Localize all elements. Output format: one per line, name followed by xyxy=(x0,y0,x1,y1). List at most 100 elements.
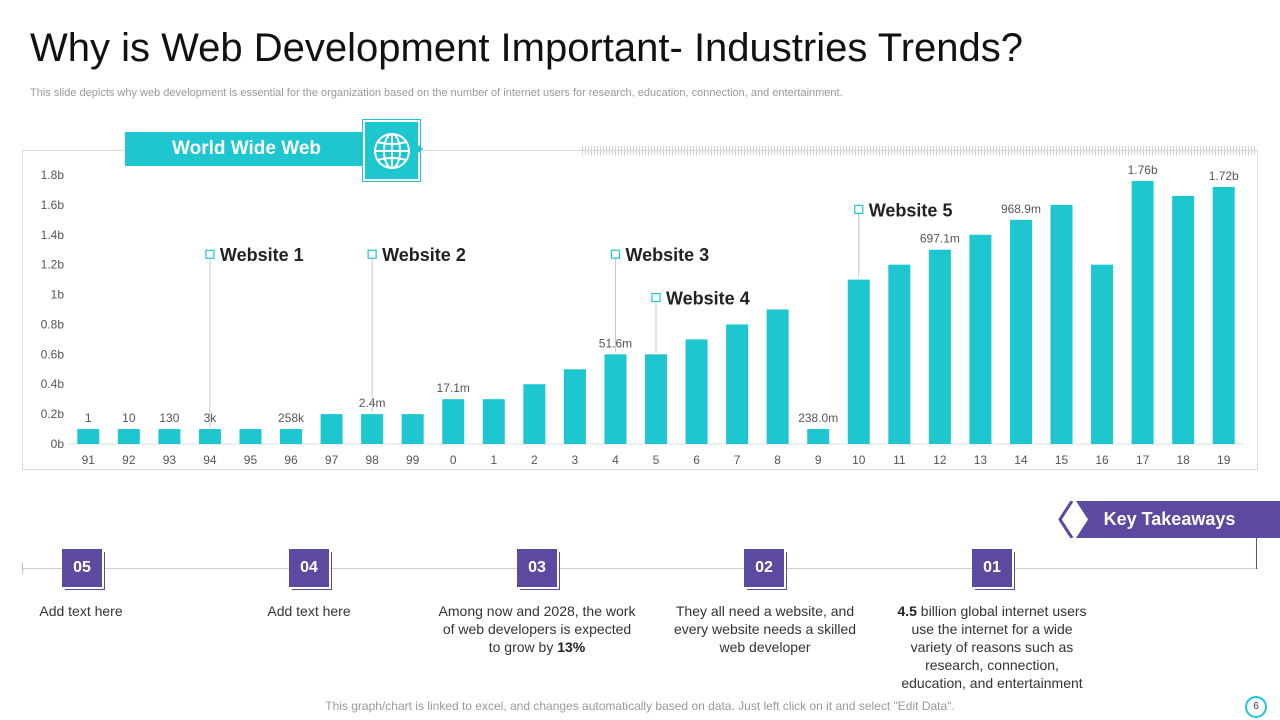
x-tick-label: 96 xyxy=(284,453,298,467)
footer-note: This graph/chart is linked to excel, and… xyxy=(325,699,955,713)
bar xyxy=(969,234,992,444)
bar xyxy=(766,309,789,444)
x-tick-label: 19 xyxy=(1217,453,1231,467)
x-tick-label: 11 xyxy=(893,453,906,467)
bar xyxy=(482,399,505,444)
page-subtitle: This slide depicts why web development i… xyxy=(30,87,843,99)
annotation-marker xyxy=(367,249,377,259)
x-tick-label: 10 xyxy=(852,453,866,467)
globe-icon-box xyxy=(363,120,420,181)
annotation-label: Website 3 xyxy=(625,245,709,265)
y-tick-label: 0b xyxy=(51,437,65,451)
data-label: 697.1m xyxy=(920,232,960,246)
globe-notch xyxy=(417,144,423,154)
bar xyxy=(726,324,749,444)
bar xyxy=(847,279,870,444)
x-tick-label: 6 xyxy=(693,453,700,467)
bar xyxy=(198,429,221,444)
bar xyxy=(158,429,181,444)
x-tick-label: 17 xyxy=(1136,453,1150,467)
x-tick-label: 8 xyxy=(774,453,781,467)
y-tick-label: 0.4b xyxy=(41,377,65,391)
data-label: 238.0m xyxy=(798,411,838,425)
x-tick-label: 99 xyxy=(406,453,420,467)
step-03-badge: 03 xyxy=(517,549,557,587)
x-tick-label: 92 xyxy=(122,453,136,467)
step-05-badge: 05 xyxy=(62,549,102,587)
data-label: 1.76b xyxy=(1128,163,1158,177)
decorative-hatch xyxy=(582,146,1256,155)
page-number: 6 xyxy=(1245,696,1267,718)
x-tick-label: 14 xyxy=(1014,453,1028,467)
bar xyxy=(1131,180,1154,444)
x-tick-label: 15 xyxy=(1055,453,1069,467)
x-tick-label: 0 xyxy=(450,453,457,467)
annotation-label: Website 1 xyxy=(220,245,304,265)
world-wide-web-banner: World Wide Web xyxy=(125,132,363,166)
globe-icon xyxy=(373,132,410,169)
x-tick-label: 13 xyxy=(974,453,988,467)
data-label: 130 xyxy=(159,411,179,425)
step-05-text: Add text here xyxy=(39,603,123,619)
timeline-line xyxy=(22,568,1258,569)
x-tick-label: 18 xyxy=(1176,453,1190,467)
annotation-marker xyxy=(610,249,621,259)
y-tick-label: 1.2b xyxy=(41,258,65,272)
bar xyxy=(361,414,384,444)
bar xyxy=(1212,186,1235,444)
step-04-badge: 04 xyxy=(289,549,329,587)
key-takeaways-label: Key Takeaways xyxy=(1103,509,1236,529)
bar xyxy=(320,414,343,444)
step-02-badge: 02 xyxy=(744,549,784,587)
x-tick-label: 95 xyxy=(244,453,258,467)
x-tick-label: 12 xyxy=(933,453,947,467)
bar xyxy=(442,399,465,444)
annotation-marker xyxy=(854,204,864,214)
x-tick-label: 93 xyxy=(163,453,177,467)
annotation-label: Website 2 xyxy=(382,245,466,265)
bar xyxy=(1009,219,1032,444)
bar xyxy=(1091,264,1114,444)
y-tick-label: 1b xyxy=(51,288,65,302)
bar xyxy=(401,414,424,444)
bar xyxy=(1172,195,1195,444)
step-01-text: 4.5 billion global internet users use th… xyxy=(897,603,1087,691)
y-tick-label: 1.8b xyxy=(41,168,65,182)
data-label: 968.9m xyxy=(1001,202,1041,216)
y-tick-label: 0.2b xyxy=(41,407,65,421)
bar xyxy=(928,249,951,444)
bar xyxy=(807,429,830,444)
data-label: 1.72b xyxy=(1209,169,1239,183)
x-tick-label: 98 xyxy=(365,453,379,467)
x-tick-label: 97 xyxy=(325,453,339,467)
step-01-badge: 01 xyxy=(972,549,1012,587)
bar xyxy=(685,339,708,444)
annotation-marker xyxy=(651,292,661,303)
timeline-start-tick xyxy=(22,563,23,574)
bar xyxy=(77,429,100,444)
x-tick-label: 1 xyxy=(490,453,497,467)
bar xyxy=(239,429,262,444)
x-tick-label: 16 xyxy=(1095,453,1109,467)
data-label: 1 xyxy=(85,411,92,425)
annotation-label: Website 4 xyxy=(666,289,750,309)
x-tick-label: 9 xyxy=(815,453,822,467)
data-label: 258k xyxy=(278,411,305,425)
x-tick-label: 7 xyxy=(734,453,741,467)
bar xyxy=(888,264,911,444)
bar xyxy=(523,384,546,444)
bar xyxy=(604,354,627,444)
annotation-marker xyxy=(205,249,215,259)
y-tick-label: 0.8b xyxy=(41,317,65,331)
y-tick-label: 0.6b xyxy=(41,347,65,361)
bar xyxy=(563,369,586,444)
annotation-label: Website 5 xyxy=(869,200,953,220)
timeline-cap xyxy=(1256,538,1257,569)
x-tick-label: 2 xyxy=(531,453,538,467)
x-tick-label: 3 xyxy=(572,453,579,467)
x-tick-label: 4 xyxy=(612,453,619,467)
y-tick-label: 1.6b xyxy=(41,198,65,212)
key-takeaways-ribbon xyxy=(1058,501,1280,538)
data-label: 17.1m xyxy=(437,381,470,395)
